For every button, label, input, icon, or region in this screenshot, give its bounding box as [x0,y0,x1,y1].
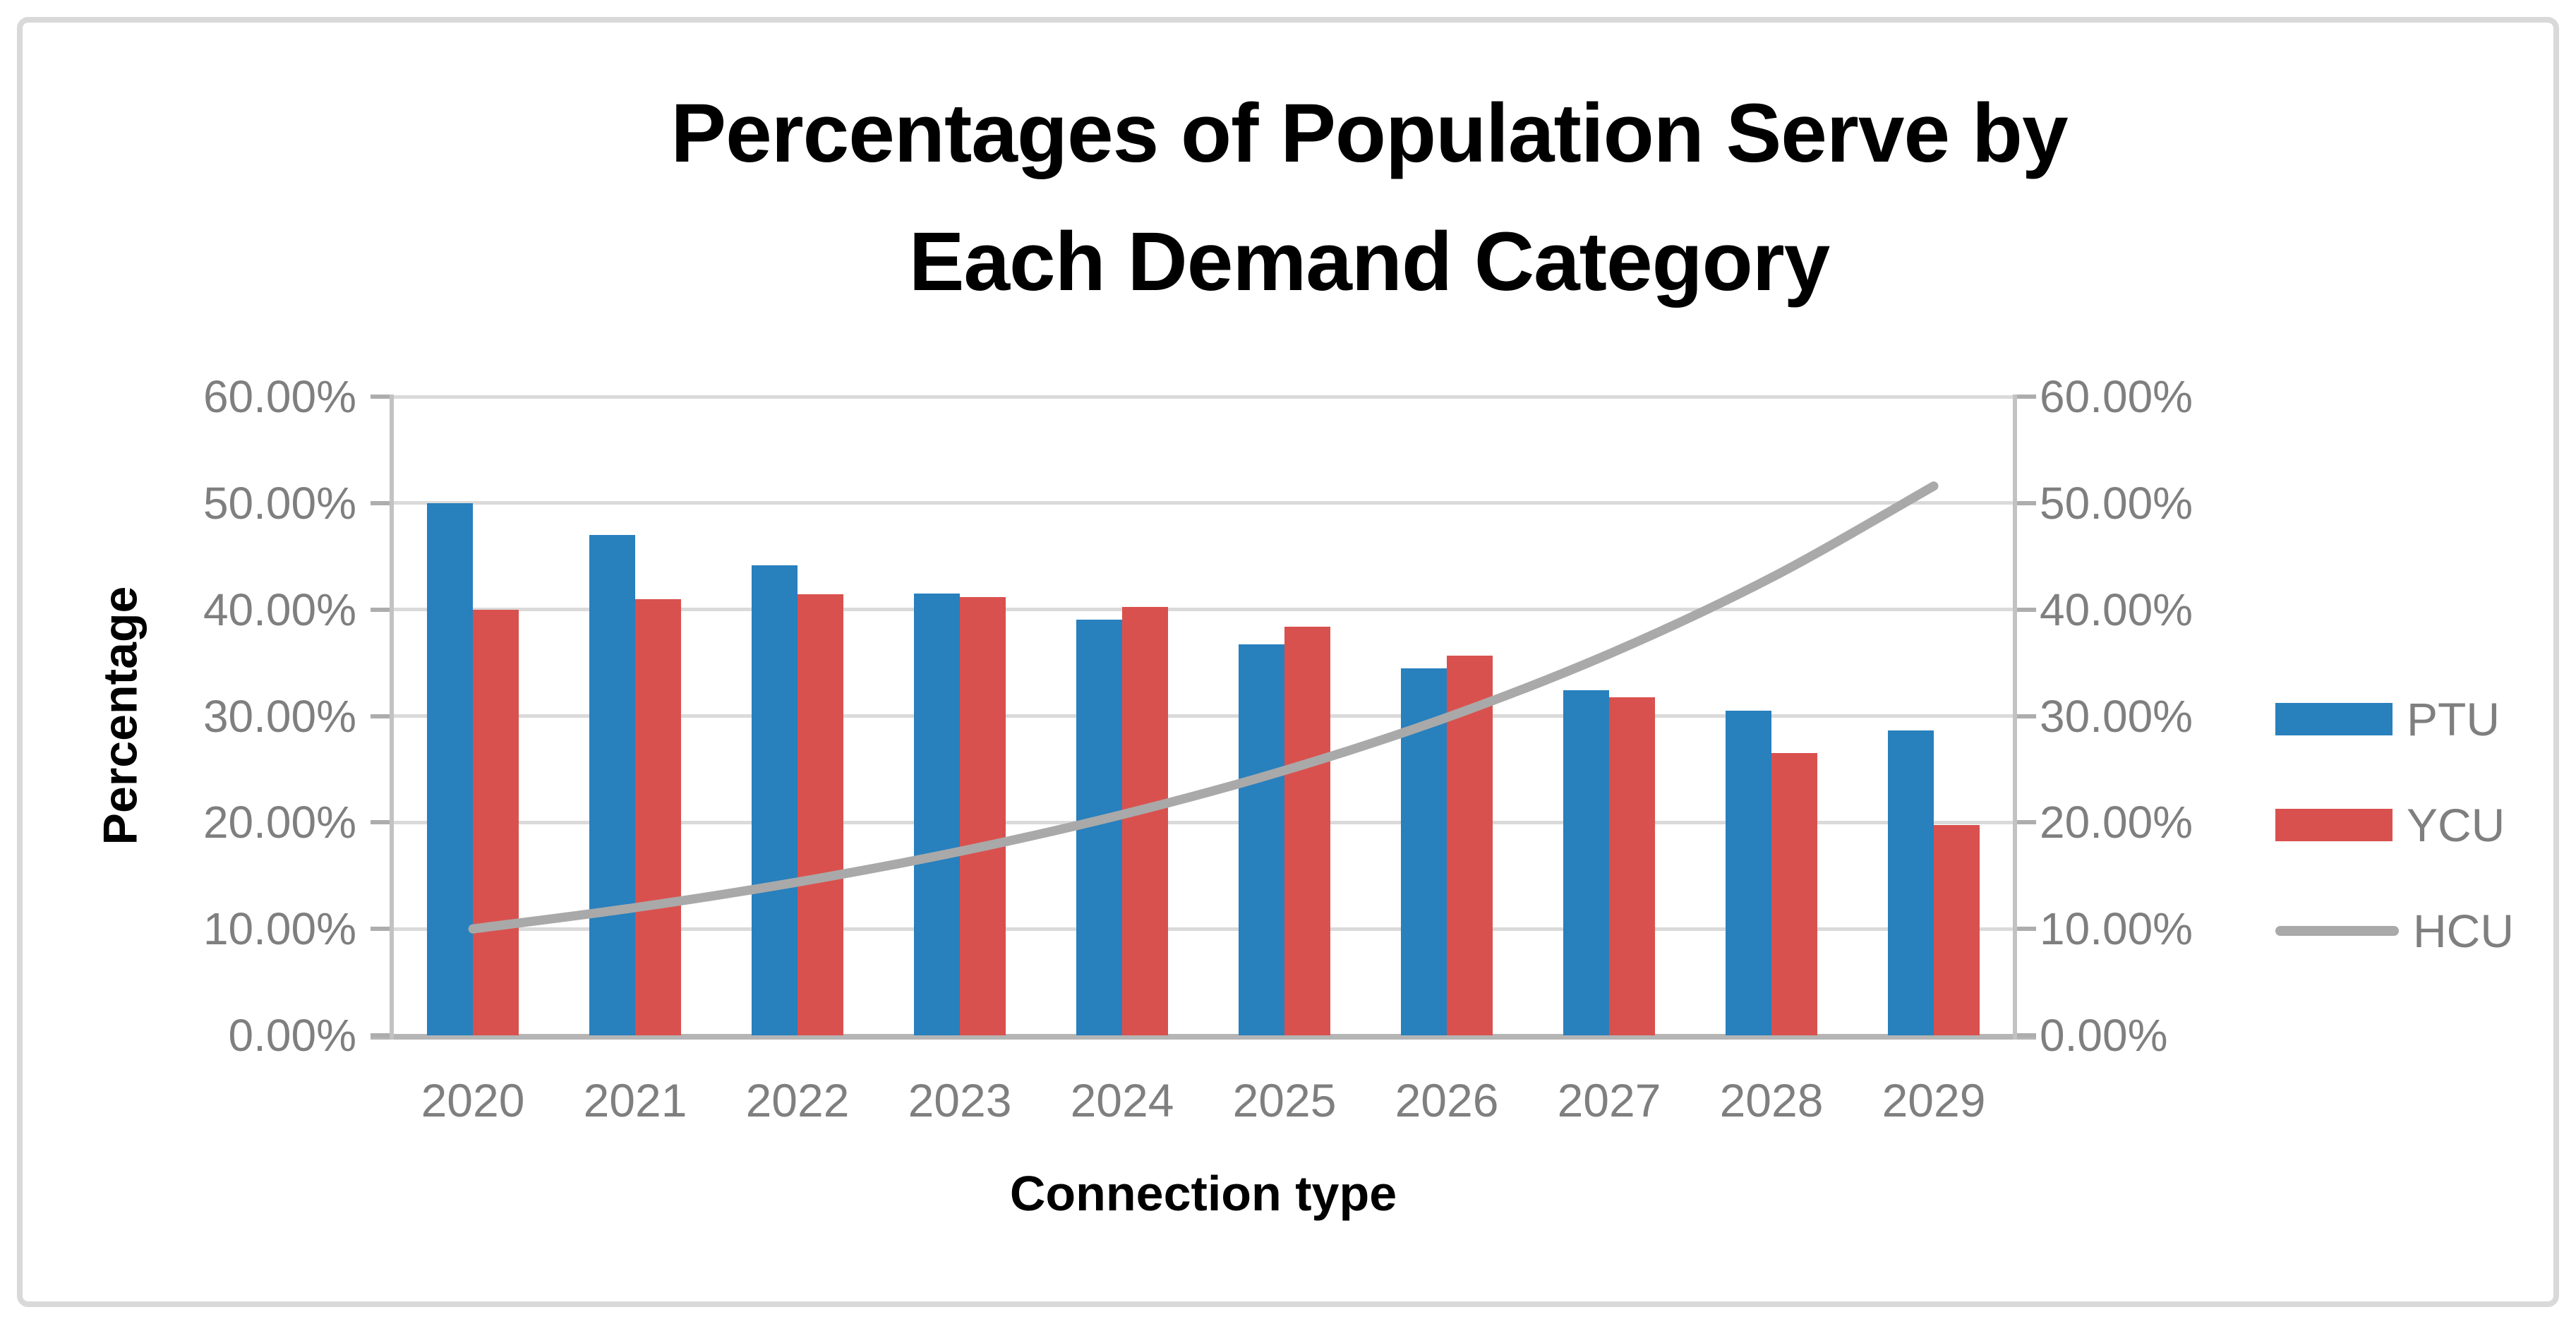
y-axis-label-left: 40.00% [203,584,356,635]
legend-item-HCU: HCU [2275,878,2514,984]
y-axis-tick-right [2015,714,2036,718]
plot-area [371,395,2036,1040]
bar-YCU-2027 [1609,697,1655,1035]
y-axis-label-right: 40.00% [2040,584,2193,635]
x-axis-line [371,1034,2036,1040]
bar-PTU-2021 [589,535,635,1035]
chart-title-line-1: Percentages of Population Serve by [670,87,2068,180]
legend-label-YCU: YCU [2407,799,2505,851]
legend-label-PTU: PTU [2407,693,2500,745]
y-axis-label-left: 60.00% [203,371,356,422]
bar-YCU-2022 [798,594,843,1035]
x-axis-label-2026: 2026 [1395,1074,1499,1126]
chart-title-line-2: Each Demand Category [908,215,1831,308]
y-axis-label-right: 0.00% [2040,1010,2168,1061]
bar-PTU-2022 [752,565,798,1035]
y-axis-label-right: 30.00% [2040,690,2193,742]
y-axis-label-left: 20.00% [203,797,356,848]
legend-item-PTU: PTU [2275,666,2514,772]
y-axis-tick-left [371,395,392,399]
x-axis-label-2020: 2020 [421,1074,525,1126]
gridline-10.00% [392,927,2015,931]
y-axis-label-left: 10.00% [203,903,356,955]
bar-PTU-2020 [427,502,473,1035]
chart-title: Percentages of Population Serve by Each … [381,69,2357,326]
x-axis-label-2027: 2027 [1557,1074,1661,1126]
y-axis-label-right: 50.00% [2040,477,2193,529]
y-axis-label-left: 50.00% [203,477,356,529]
gridline-50.00% [392,501,2015,505]
x-axis-label-2028: 2028 [1719,1074,1824,1126]
legend-swatch-PTU [2275,703,2393,735]
bar-PTU-2025 [1239,644,1284,1035]
y-axis-line-right [2013,395,2017,1040]
y-axis-label-left: 30.00% [203,690,356,742]
line-path-HCU [468,481,1939,934]
chart-border [17,17,2559,1307]
y-axis-tick-left [371,714,392,718]
bar-YCU-2021 [635,598,681,1035]
bar-YCU-2023 [960,596,1006,1035]
y-axis-label-right: 20.00% [2040,797,2193,848]
x-axis-title: Connection type [1009,1166,1397,1221]
x-axis-label-2023: 2023 [908,1074,1012,1126]
y-axis-tick-right [2015,500,2036,505]
gridline-40.00% [392,608,2015,612]
bar-YCU-2029 [1934,825,1980,1035]
bar-PTU-2029 [1888,730,1934,1035]
y-axis-label-right: 60.00% [2040,371,2193,422]
y-axis-label-right: 10.00% [2040,903,2193,955]
bar-PTU-2023 [914,593,960,1035]
y-axis-tick-left [371,927,392,932]
line-series-HCU [468,481,1939,934]
y-axis-tick-left [371,820,392,825]
gridline-20.00% [392,820,2015,824]
y-axis-tick-right [2015,395,2036,399]
y-axis-tick-right [2015,607,2036,612]
y-axis-tick-left [371,1033,392,1037]
y-axis-tick-right [2015,927,2036,932]
legend-label-HCU: HCU [2413,905,2514,957]
legend-swatch-YCU [2275,809,2393,841]
y-axis-tick-right [2015,1033,2036,1037]
bar-YCU-2024 [1122,607,1168,1035]
legend: PTU YCU HCU [2275,666,2514,984]
x-axis-label-2025: 2025 [1232,1074,1337,1126]
bar-YCU-2028 [1771,753,1817,1035]
x-axis-label-2029: 2029 [1882,1074,1986,1126]
y-axis-line-left [390,395,394,1040]
legend-line-swatch-HCU [2275,926,2399,936]
y-axis-tick-left [371,500,392,505]
bar-PTU-2027 [1563,690,1609,1035]
x-axis-label-2021: 2021 [583,1074,687,1126]
bar-YCU-2020 [473,609,519,1035]
legend-item-YCU: YCU [2275,772,2514,878]
x-axis-label-2024: 2024 [1070,1074,1174,1126]
y-axis-tick-right [2015,820,2036,825]
y-axis-tick-left [371,607,392,612]
y-axis-label-left: 0.00% [228,1010,356,1061]
x-axis-label-2022: 2022 [745,1074,850,1126]
gridline-30.00% [392,714,2015,718]
bar-PTU-2028 [1726,711,1771,1035]
bar-YCU-2025 [1284,626,1330,1035]
gridline-60.00% [392,395,2015,399]
